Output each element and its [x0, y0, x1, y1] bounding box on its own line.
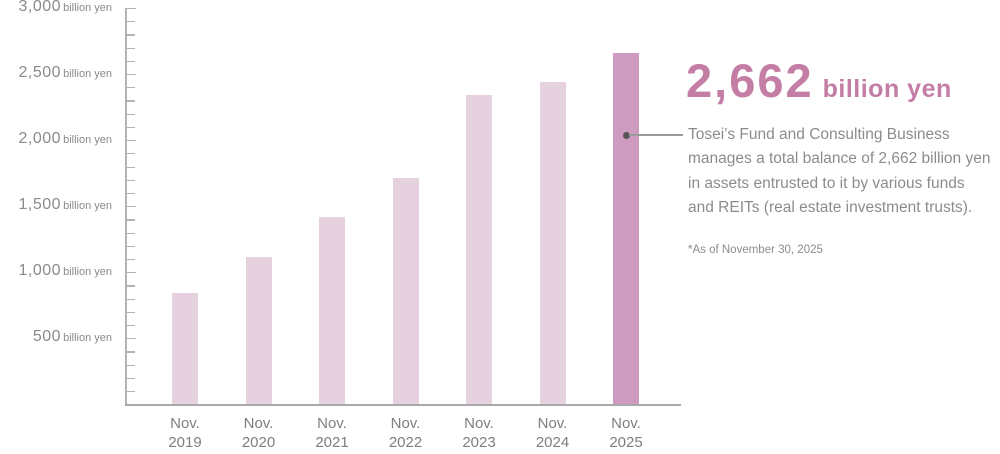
- y-axis-tick: [126, 232, 135, 234]
- x-axis-label: Nov. 2019: [148, 414, 222, 452]
- y-axis-tick: [126, 166, 135, 168]
- y-axis-tick: [126, 47, 135, 49]
- y-axis-tick: [126, 377, 135, 380]
- x-axis-label-year: 2024: [535, 434, 570, 451]
- y-axis-label-value: 2,500: [18, 64, 62, 82]
- y-axis-label-unit: billion yen: [63, 332, 112, 345]
- callout-footnote: *As of November 30, 2025: [688, 244, 823, 256]
- y-axis-tick: [126, 21, 135, 23]
- x-axis-label-month: Nov.: [464, 415, 494, 432]
- callout-headline: 2,662 billion yen: [686, 53, 952, 108]
- callout-connector-line: [629, 134, 683, 136]
- x-axis-label-year: 2022: [388, 434, 423, 451]
- x-axis-label: Nov. 2025: [589, 414, 663, 452]
- bar-nov-2020: [245, 257, 272, 405]
- x-axis-label: Nov. 2020: [222, 414, 296, 452]
- y-axis-label-unit: billion yen: [63, 200, 112, 213]
- y-axis-label-unit: billion yen: [63, 68, 112, 81]
- y-axis-tick: [126, 8, 136, 10]
- y-axis-tick: [126, 113, 135, 115]
- bar-nov-2021: [319, 217, 345, 405]
- x-axis-label: Nov. 2021: [295, 414, 369, 452]
- y-axis-tick: [126, 206, 136, 208]
- y-axis-tick: [126, 351, 135, 353]
- callout-value: 2,662: [686, 54, 814, 107]
- y-axis-label-value: 1,000: [18, 262, 62, 280]
- y-axis-label-value: 2,000: [18, 130, 62, 148]
- bar-nov-2025: [613, 52, 639, 405]
- callout-dot: [622, 131, 630, 139]
- y-axis-line: [125, 8, 127, 405]
- y-axis-label: 1,500 billion yen: [0, 196, 112, 214]
- y-axis-label: 2,500 billion yen: [0, 64, 112, 82]
- y-axis-tick: [126, 100, 135, 102]
- y-axis-tick: [126, 179, 135, 181]
- x-axis-label-month: Nov.: [243, 415, 274, 432]
- x-axis-label-year: 2023: [462, 434, 496, 451]
- y-axis-tick: [126, 391, 135, 393]
- y-axis-label: 1,000 billion yen: [0, 262, 112, 280]
- x-axis-label-month: Nov.: [611, 415, 641, 432]
- y-axis-tick: [126, 34, 135, 36]
- x-axis-label: Nov. 2023: [442, 414, 516, 452]
- y-axis-tick: [126, 364, 135, 366]
- x-axis-label-year: 2020: [241, 434, 276, 451]
- y-axis-label-unit: billion yen: [63, 266, 112, 279]
- y-axis-label-unit: billion yen: [63, 134, 112, 147]
- y-axis-tick: [126, 153, 135, 155]
- y-axis-tick: [126, 87, 135, 89]
- y-axis-label: 3,000 billion yen: [0, 0, 112, 16]
- y-axis-tick: [126, 338, 136, 340]
- y-axis-tick: [126, 245, 135, 247]
- y-axis-tick: [126, 219, 135, 221]
- x-axis-label-year: 2019: [168, 434, 202, 451]
- y-axis-tick: [126, 258, 135, 261]
- y-axis-tick: [126, 140, 136, 142]
- y-axis-label-unit: billion yen: [63, 2, 112, 14]
- y-axis-label-value: 3,000: [18, 0, 62, 15]
- x-axis-label-year: 2025: [609, 434, 643, 451]
- x-axis-label-month: Nov.: [317, 415, 347, 432]
- x-axis-label-year: 2021: [315, 434, 349, 451]
- x-axis-line: [125, 404, 681, 406]
- y-axis-tick: [126, 192, 135, 195]
- bar-nov-2022: [392, 177, 419, 405]
- y-axis-tick: [126, 272, 136, 274]
- y-axis-tick: [126, 325, 135, 327]
- y-axis-label: 2,000 billion yen: [0, 130, 112, 148]
- y-axis-tick: [126, 74, 136, 76]
- bar-nov-2019: [172, 292, 198, 405]
- y-axis-tick: [126, 285, 135, 287]
- callout-description: Tosei’s Fund and Consulting Business man…: [688, 126, 991, 217]
- y-axis-label-value: 1,500: [18, 196, 62, 214]
- y-axis-label: 500 billion yen: [0, 328, 112, 346]
- y-axis-tick: [126, 126, 135, 129]
- x-axis-label-month: Nov.: [537, 415, 568, 432]
- x-axis-label-month: Nov.: [170, 415, 200, 432]
- y-axis-tick: [126, 311, 135, 314]
- y-axis-tick: [126, 298, 135, 300]
- bar-nov-2023: [466, 94, 492, 405]
- x-axis-label-month: Nov.: [390, 415, 421, 432]
- callout-unit: billion yen: [822, 75, 952, 103]
- bar-nov-2024: [539, 81, 566, 405]
- y-axis-label-value: 500: [32, 328, 62, 346]
- y-axis-tick: [126, 60, 135, 63]
- x-axis-label: Nov. 2022: [369, 414, 443, 452]
- x-axis-label: Nov. 2024: [516, 414, 590, 452]
